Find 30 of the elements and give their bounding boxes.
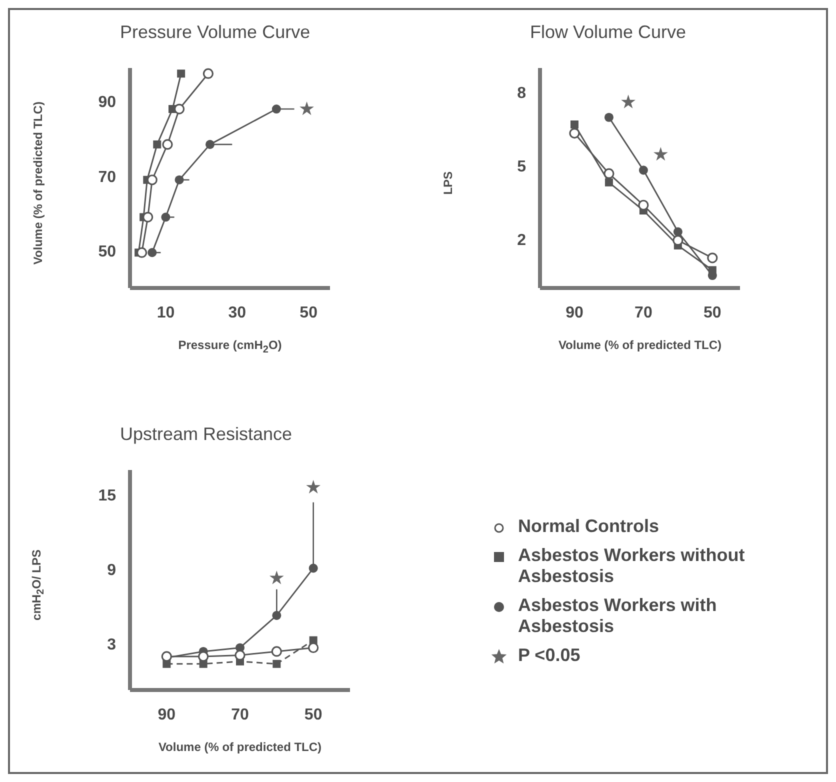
y-tick-label: 15 bbox=[98, 488, 116, 505]
y-axis-title: Volume (% of predicted TLC) bbox=[31, 101, 45, 265]
x-tick-label: 10 bbox=[156, 304, 175, 322]
x-axis-title: Volume (% of predicted TLC) bbox=[557, 338, 723, 352]
x-tick-label: 90 bbox=[158, 706, 176, 724]
x-tick-label: 30 bbox=[228, 304, 246, 322]
y-tick-label: 2 bbox=[517, 232, 526, 249]
y-axis-title: LPS bbox=[441, 171, 455, 195]
y-tick-label: 8 bbox=[517, 85, 526, 102]
legend-label: Asbestos Workers with Asbestosis bbox=[518, 595, 718, 637]
y-tick-label: 3 bbox=[107, 636, 116, 654]
legend-label: Asbestos Workers without Asbestosis bbox=[518, 545, 746, 587]
chart-title: Flow Volume Curve bbox=[530, 22, 686, 43]
x-axis-title: Volume (% of predicted TLC) bbox=[157, 740, 323, 754]
chart-title: Upstream Resistance bbox=[120, 424, 292, 445]
y-tick-label: 9 bbox=[107, 562, 116, 580]
x-tick-label: 50 bbox=[300, 304, 318, 322]
x-axis-title: Pressure (cmH$_{2}$O) bbox=[177, 338, 283, 356]
x-tick-label: 70 bbox=[634, 304, 652, 322]
x-tick-label: 70 bbox=[231, 706, 249, 724]
y-tick-label: 90 bbox=[98, 94, 116, 112]
legend-label: Normal Controls bbox=[518, 516, 660, 537]
legend-label: P <0.05 bbox=[518, 645, 582, 666]
x-tick-label: 50 bbox=[304, 706, 322, 724]
y-tick-label: 70 bbox=[98, 168, 116, 186]
x-tick-label: 90 bbox=[566, 304, 584, 322]
y-tick-label: 50 bbox=[98, 243, 116, 260]
y-tick-label: 5 bbox=[517, 158, 526, 176]
x-tick-label: 50 bbox=[704, 304, 722, 322]
chart-title: Pressure Volume Curve bbox=[120, 22, 310, 43]
